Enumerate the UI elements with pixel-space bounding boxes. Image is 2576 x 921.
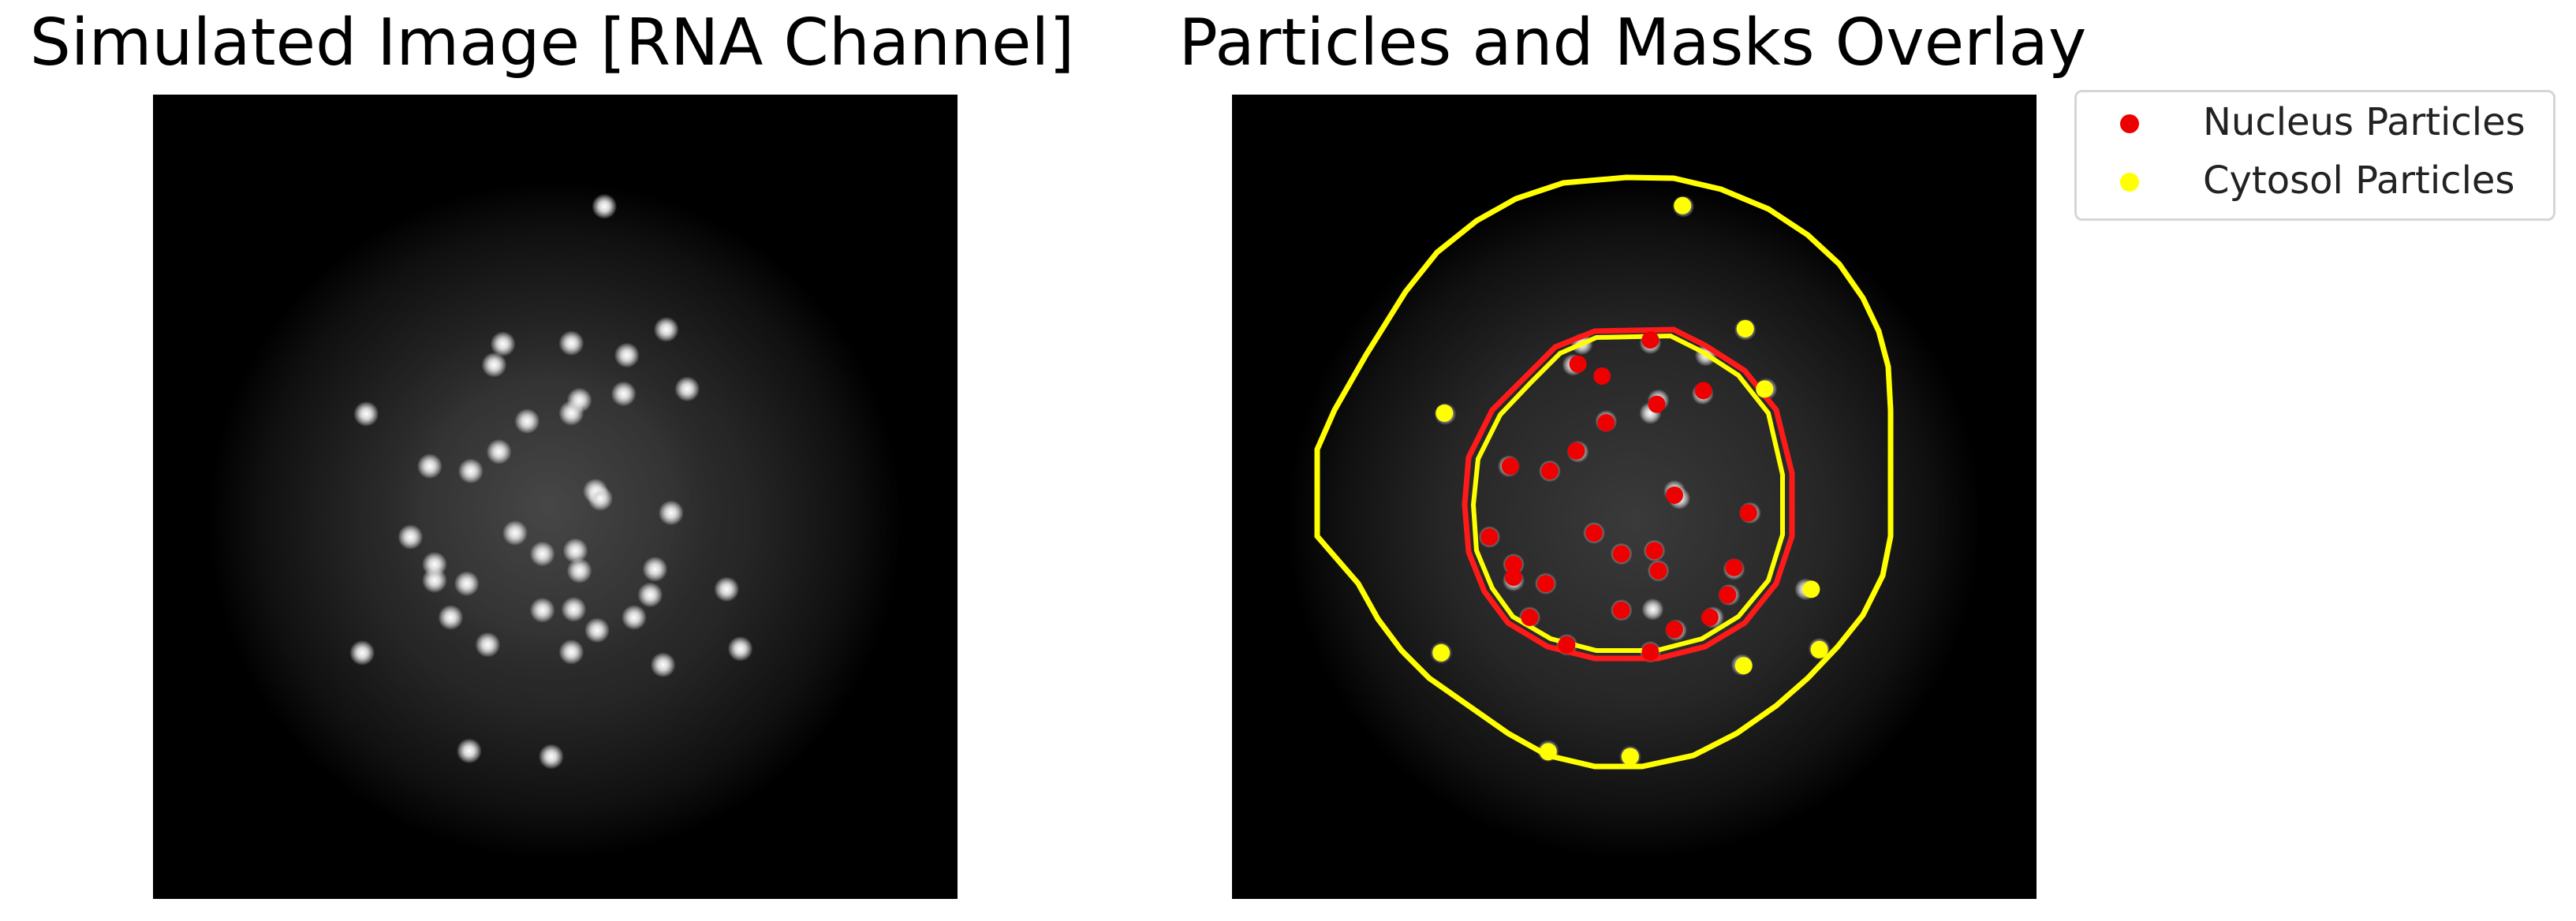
rna-spot (416, 453, 442, 479)
cytosol-mask-outline (1314, 174, 1894, 770)
rna-spot (714, 576, 740, 602)
nucleus-particle (1666, 621, 1683, 639)
nucleus-mask-inner-outline (1470, 333, 1785, 653)
nucleus-particle (1701, 609, 1719, 626)
nucleus-particle (1719, 586, 1737, 604)
cytosol-particle-marker-icon (2120, 173, 2139, 192)
cytosol-particle (1539, 743, 1557, 761)
rna-spot (727, 636, 753, 662)
rna-spot (674, 376, 700, 402)
nucleus-particle (1558, 636, 1576, 654)
right-panel-title: Particles and Masks Overlay (1178, 6, 2087, 80)
legend-label-nucleus: Nucleus Particles (2203, 100, 2526, 144)
rna-spot (457, 458, 483, 484)
nucleus-particle (1612, 545, 1630, 563)
cytosol-particle (1621, 748, 1639, 766)
rna-spot (637, 582, 663, 608)
nucleus-particle (1480, 528, 1499, 546)
overlay-canvas (1287, 174, 1981, 859)
rna-spot (514, 408, 540, 434)
rna-spot (481, 352, 507, 378)
rna-spot (422, 568, 447, 594)
nucleus-particle (1505, 555, 1522, 573)
nucleus-particle (1725, 558, 1743, 576)
cell-body (1287, 181, 1981, 859)
cytosol-particle (1736, 319, 1754, 337)
nucleus-particle (1585, 524, 1603, 542)
cytosol-particle (1734, 657, 1753, 675)
rna-spot (538, 744, 564, 770)
rna-spot (529, 597, 555, 623)
rna-spot (353, 401, 379, 427)
nucleus-particle (1648, 395, 1666, 413)
cytosol-particle (1810, 640, 1828, 658)
nucleus-particle (1641, 643, 1659, 661)
rna-spot (558, 639, 584, 665)
legend-item-nucleus: Nucleus Particles (2077, 95, 2553, 151)
rna-spot (642, 556, 668, 582)
rna-spot (588, 486, 614, 512)
rna-spot (558, 400, 584, 426)
cytosol-particle (1756, 380, 1774, 398)
legend-label-cytosol: Cytosol Particles (2203, 158, 2515, 203)
nucleus-particle-marker-icon (2120, 114, 2139, 133)
rna-spot (653, 316, 679, 342)
cytosol-particle (1432, 643, 1450, 662)
nucleus-particle (1569, 355, 1587, 373)
nucleus-particle (1645, 542, 1663, 560)
nucleus-particle (1666, 486, 1683, 504)
rna-spot (562, 538, 588, 564)
nucleus-particle (1536, 575, 1555, 593)
rna-spot (349, 639, 375, 666)
nucleus-particle (1649, 561, 1667, 580)
rna-spot (621, 605, 647, 630)
rna-spot (529, 541, 555, 567)
rna-spot (502, 520, 528, 546)
nucleus-particle (1505, 569, 1522, 586)
cytosol-particle (1674, 196, 1692, 214)
cytosol-particle (1435, 404, 1454, 422)
left-panel-title: Simulated Image [RNA Channel] (29, 6, 1075, 80)
nucleus-particle (1612, 601, 1630, 619)
rna-spot (561, 596, 587, 622)
rna-channel-image (153, 95, 958, 899)
rna-spot (438, 605, 464, 630)
nucleus-particle (1641, 331, 1659, 349)
rna-spot (592, 193, 618, 219)
rna-spot (398, 524, 424, 550)
rna-spot (454, 571, 480, 597)
cytosol-particle (1802, 580, 1820, 598)
rna-spot (475, 632, 501, 658)
rna-spot (610, 381, 637, 407)
legend: Nucleus Particles Cytosol Particles (2074, 90, 2555, 221)
rna-spot-background (1641, 598, 1664, 621)
rna-spot (650, 652, 676, 678)
rna-channel-canvas (208, 181, 902, 859)
rna-spot (566, 557, 592, 584)
nucleus-particle (1567, 442, 1585, 460)
rna-spot (658, 500, 684, 526)
nucleus-particle (1694, 382, 1712, 400)
nucleus-particle (1540, 462, 1559, 480)
rna-spot (558, 330, 584, 356)
nucleus-particle (1501, 457, 1519, 475)
legend-item-cytosol: Cytosol Particles (2077, 154, 2553, 209)
rna-spot (584, 617, 610, 643)
rna-spot (490, 331, 516, 357)
rna-spot (456, 738, 482, 764)
overlay-image (1232, 95, 2037, 899)
nucleus-particle (1739, 504, 1757, 522)
nucleus-particle (1597, 414, 1615, 432)
nucleus-particle (1521, 609, 1539, 626)
rna-spot (486, 438, 512, 464)
rna-spot (614, 342, 640, 368)
nucleus-particle (1593, 367, 1611, 385)
